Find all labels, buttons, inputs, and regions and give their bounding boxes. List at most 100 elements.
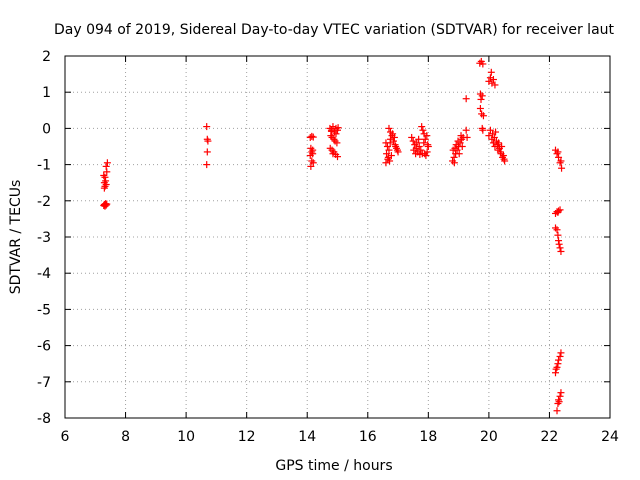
data-point [384,155,392,163]
tick-marks [64,55,611,419]
data-point [490,133,498,141]
data-point [413,139,421,147]
x-tick-label: 22 [541,429,559,445]
data-point [462,95,470,103]
data-point [452,141,460,149]
data-point [476,104,484,112]
data-point [309,146,317,154]
data-point [451,144,459,152]
data-point [410,146,418,154]
data-point [554,148,562,156]
y-tick-label: 1 [42,85,51,101]
x-tick-label: 20 [480,429,498,445]
y-tick-label: 0 [42,121,51,137]
chart-title: Day 094 of 2019, Sidereal Day-to-day VTE… [54,22,615,38]
data-point [479,112,487,120]
y-tick-label: -7 [37,375,51,391]
data-point [385,124,393,132]
data-point [557,349,565,357]
data-point [555,398,563,406]
data-point [419,126,427,134]
data-point [415,143,423,150]
data-point [479,60,487,68]
y-tick-label: -1 [37,158,51,174]
data-point [409,137,417,145]
data-point [558,164,566,172]
data-point [103,159,111,167]
data-point [102,177,110,185]
data-point [552,369,559,377]
data-point [307,162,315,170]
data-point [309,133,317,141]
data-point [557,157,565,165]
data-point [100,202,108,210]
x-tick-label: 10 [177,429,195,445]
y-tick-labels: 2 1 0 -1 -2 -3 -4 -5 -6 -7 -8 [37,49,51,427]
data-point [203,148,211,156]
y-tick-label: -6 [37,339,51,355]
data-point [554,231,562,239]
data-point [492,128,500,136]
data-point [421,135,429,143]
data-point [462,126,470,134]
data-point [103,168,111,176]
data-points [100,57,566,415]
data-point [486,126,494,134]
data-point [552,365,560,373]
x-tick-label: 12 [238,429,256,445]
data-point [308,132,316,140]
data-point [499,152,507,160]
y-tick-label: -4 [37,266,51,282]
data-point [417,146,425,154]
data-point [489,76,497,84]
data-point [418,123,426,131]
data-point [477,95,485,103]
data-point [556,244,564,252]
data-point [412,150,420,158]
data-point [450,159,458,167]
y-tick-label: -2 [37,194,51,210]
data-point [203,123,211,131]
data-point [478,92,486,100]
y-tick-label: 2 [42,49,51,65]
data-point [491,81,499,89]
data-point [332,124,340,132]
data-point [393,146,401,154]
data-point [463,133,471,141]
x-tick-label: 16 [359,429,377,445]
y-tick-label: -8 [37,411,51,427]
data-point [309,159,317,167]
data-point [555,240,563,248]
data-point [382,159,390,167]
data-point [333,139,341,147]
data-point [478,124,486,132]
data-point [329,150,337,158]
data-point [327,127,335,135]
data-point [102,181,110,189]
data-point [496,148,504,156]
data-point [457,132,465,140]
x-tick-label: 6 [61,429,70,445]
data-point [485,132,493,140]
data-point [334,153,341,161]
data-point [420,139,428,147]
data-point [306,152,314,160]
data-point [101,173,109,181]
data-point [554,360,562,368]
y-axis-label: SDTVAR / TECUs [8,180,24,295]
data-point [203,161,211,169]
data-point [423,148,431,156]
data-point [498,143,506,150]
data-point [392,143,400,150]
x-tick-labels: 6 8 10 12 14 16 18 20 22 24 [61,429,619,445]
x-tick-label: 18 [419,429,437,445]
data-point [383,143,391,150]
data-point [416,150,424,158]
data-point [389,130,397,138]
x-tick-label: 14 [298,429,316,445]
data-point [454,137,462,145]
data-point [415,135,423,143]
data-point [555,356,563,364]
data-point [408,133,416,141]
